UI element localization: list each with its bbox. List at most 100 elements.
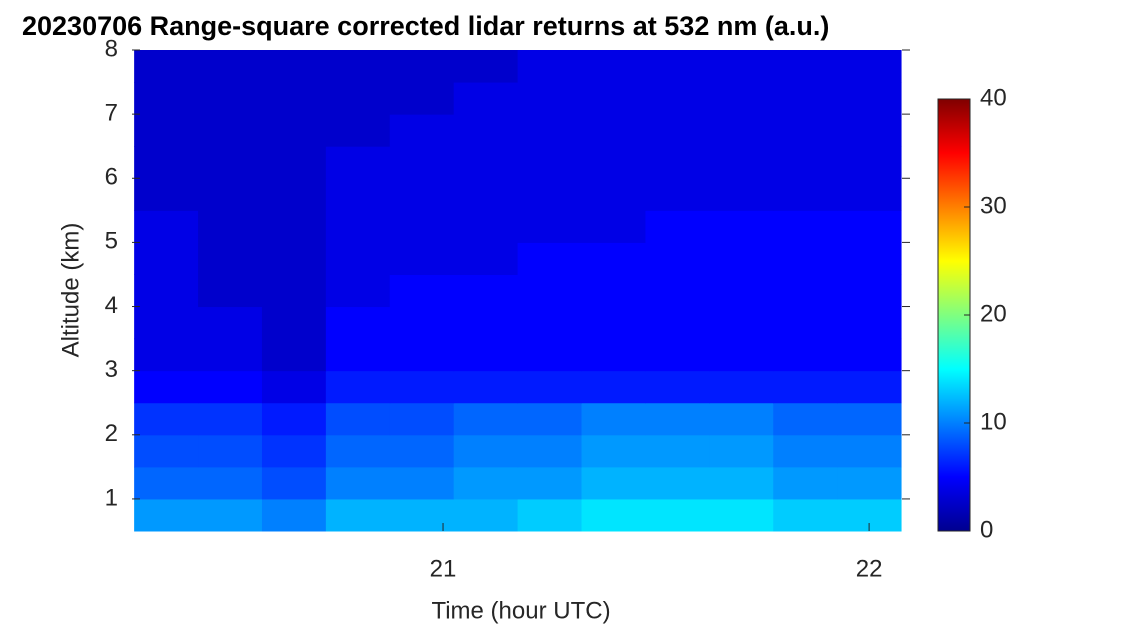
heatmap-cell	[773, 402, 838, 436]
heatmap-cell	[773, 178, 838, 211]
heatmap-cell	[453, 466, 519, 500]
y-tick-label: 7	[105, 99, 118, 126]
heatmap-cell	[581, 210, 646, 243]
heatmap-cell	[134, 210, 199, 243]
heatmap-cell	[134, 178, 199, 211]
heatmap-cell	[773, 274, 838, 308]
heatmap-cell	[645, 146, 710, 179]
y-tick-label: 6	[105, 164, 118, 191]
heatmap-cell	[325, 242, 391, 275]
heatmap-cell	[453, 338, 519, 372]
heatmap-cell	[325, 434, 391, 468]
heatmap-cell	[645, 50, 710, 83]
heatmap-cell	[709, 338, 774, 372]
x-tick-label: 21	[430, 555, 457, 582]
y-tick-label: 4	[105, 292, 118, 319]
heatmap-cell	[645, 466, 710, 500]
colorbar-tick-label: 20	[980, 300, 1007, 327]
heatmap-cell	[837, 402, 902, 436]
heatmap-cell	[709, 82, 774, 115]
heatmap-cell	[581, 466, 646, 500]
heatmap-cell	[453, 306, 519, 340]
heatmap-cell	[453, 50, 519, 83]
heatmap-cell	[645, 498, 710, 532]
heatmap-cell	[517, 114, 583, 147]
heatmap-cell	[325, 274, 391, 308]
heatmap-cell	[517, 466, 583, 500]
heatmap-cell	[198, 498, 263, 532]
heatmap-cell	[581, 338, 646, 372]
heatmap-cell	[709, 434, 774, 468]
heatmap-cell	[773, 434, 838, 468]
heatmap-cell	[198, 146, 263, 179]
heatmap-cell	[581, 114, 646, 147]
heatmap-cell	[453, 242, 519, 275]
heatmap-cell	[198, 370, 263, 404]
heatmap-cell	[837, 306, 902, 340]
heatmap-cell	[261, 210, 327, 243]
heatmap-cell	[453, 434, 519, 468]
heatmap-cell	[517, 274, 583, 308]
heatmap-cell	[325, 82, 391, 115]
heatmap-cell	[709, 466, 774, 500]
heatmap-cell	[134, 50, 199, 83]
heatmap-cell	[261, 466, 327, 500]
heatmap-cell	[773, 242, 838, 275]
heatmap-cell	[645, 274, 710, 308]
heatmap-cell	[773, 370, 838, 404]
heatmap-cell	[198, 466, 263, 500]
heatmap-cell	[261, 402, 327, 436]
heatmap-cell	[581, 370, 646, 404]
heatmap-cell	[198, 306, 263, 340]
heatmap-cell	[837, 114, 902, 147]
heatmap-cell	[581, 434, 646, 468]
heatmap-cell	[709, 178, 774, 211]
heatmap-cell	[645, 370, 710, 404]
heatmap-cell	[581, 50, 646, 83]
heatmap-cell	[389, 466, 455, 500]
heatmap-cell	[773, 466, 838, 500]
heatmap-cell	[517, 242, 583, 275]
heatmap-cell	[709, 242, 774, 275]
heatmap-cell	[837, 274, 902, 308]
heatmap-cell	[198, 338, 263, 372]
heatmap-cell	[709, 306, 774, 340]
heatmap-cell	[325, 370, 391, 404]
heatmap-cell	[389, 306, 455, 340]
heatmap-cell	[261, 242, 327, 275]
heatmap-cell	[517, 50, 583, 83]
heatmap-cell	[837, 338, 902, 372]
y-axis-label: Altitude (km)	[57, 223, 84, 358]
heatmap-cell	[517, 306, 583, 340]
heatmap-cell	[581, 306, 646, 340]
heatmap-cell	[389, 146, 455, 179]
heatmap-cell	[325, 466, 391, 500]
heatmap-cell	[837, 466, 902, 500]
heatmap-cell	[837, 50, 902, 83]
heatmap-cell	[261, 498, 327, 532]
heatmap-cell	[325, 498, 391, 532]
heatmap-cell	[709, 210, 774, 243]
heatmap-cell	[709, 498, 774, 532]
heatmap-cell	[773, 306, 838, 340]
heatmap-cell	[645, 434, 710, 468]
heatmap-cell	[325, 114, 391, 147]
heatmap-cell	[709, 50, 774, 83]
heatmap-cell	[837, 178, 902, 211]
heatmap-cell	[134, 434, 199, 468]
heatmap-cell	[453, 82, 519, 115]
heatmap-cell	[581, 178, 646, 211]
heatmap-cell	[389, 114, 455, 147]
heatmap-cell	[645, 178, 710, 211]
heatmap-cell	[453, 210, 519, 243]
heatmap-cell	[645, 242, 710, 275]
heatmap-cell	[709, 146, 774, 179]
heatmap-cell	[134, 242, 199, 275]
colorbar-tick-label: 0	[980, 516, 993, 543]
heatmap-cell	[517, 498, 583, 532]
heatmap-cell	[581, 498, 646, 532]
y-tick-label: 8	[105, 35, 118, 62]
heatmap-cell	[198, 402, 263, 436]
heatmap-cell	[773, 210, 838, 243]
heatmap-cell	[261, 274, 327, 308]
